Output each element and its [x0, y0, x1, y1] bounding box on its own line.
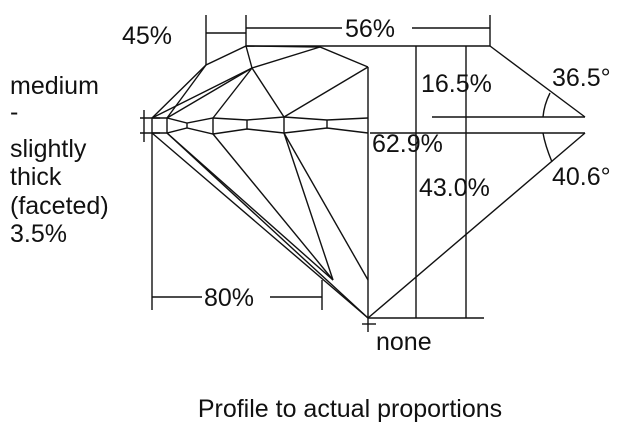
right-profile — [246, 45, 586, 319]
girdle-label-line: (faceted) — [10, 192, 109, 220]
caption: Profile to actual proportions — [198, 395, 502, 423]
culet-label: none — [376, 328, 432, 356]
girdle-label-line: - — [10, 98, 18, 126]
girdle-label-line: medium — [10, 72, 99, 100]
girdle-label-line: thick — [10, 163, 62, 191]
lower-half-label: 80% — [204, 284, 254, 312]
girdle-label-line: 3.5% — [10, 220, 67, 248]
crown-height-label: 16.5% — [421, 70, 492, 98]
pavilion-depth-label: 43.0% — [419, 174, 490, 202]
table-pct-label: 56% — [345, 15, 395, 43]
dimension-lines — [151, 15, 491, 310]
pavilion-angle-label: 40.6° — [552, 163, 611, 191]
total-depth-label: 62.9% — [372, 130, 443, 158]
crown-angle-label: 36.5° — [552, 64, 611, 92]
crown-angle-pct-label: 45% — [122, 22, 172, 50]
girdle-label-line: slightly — [10, 135, 87, 163]
diamond-outline — [140, 45, 376, 332]
